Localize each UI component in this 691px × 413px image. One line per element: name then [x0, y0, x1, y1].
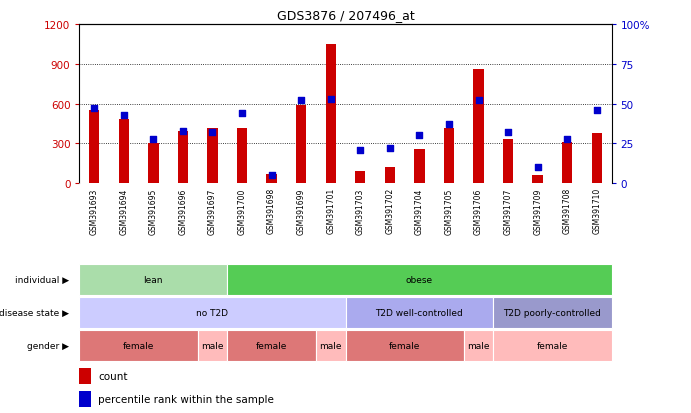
Text: obese: obese [406, 275, 433, 284]
Bar [79, 368, 91, 384]
Bar [237, 129, 247, 184]
Bar [296, 106, 306, 184]
Bar [493, 330, 612, 361]
Point [354, 147, 366, 154]
Text: male: male [319, 342, 342, 350]
Text: female: female [389, 342, 420, 350]
Point [266, 173, 277, 179]
Text: lean: lean [144, 275, 163, 284]
Text: GSM391695: GSM391695 [149, 188, 158, 234]
Text: T2D poorly-controlled: T2D poorly-controlled [504, 309, 601, 317]
Point [414, 133, 425, 139]
Text: individual ▶: individual ▶ [15, 275, 69, 284]
Text: count: count [98, 371, 128, 381]
Text: disease state ▶: disease state ▶ [0, 309, 69, 317]
Point [296, 98, 307, 104]
Text: GSM391702: GSM391702 [386, 188, 395, 234]
Bar [325, 45, 336, 184]
Text: GSM391697: GSM391697 [208, 188, 217, 234]
Text: GSM391709: GSM391709 [533, 188, 542, 234]
Text: GSM391706: GSM391706 [474, 188, 483, 234]
Bar [79, 264, 227, 295]
Bar [414, 150, 424, 184]
Bar [316, 330, 346, 361]
Point [444, 122, 455, 128]
Text: GSM391703: GSM391703 [356, 188, 365, 234]
Text: GSM391701: GSM391701 [326, 188, 335, 234]
Bar [473, 70, 484, 184]
Bar [533, 175, 543, 184]
Text: GSM391696: GSM391696 [178, 188, 187, 234]
Text: GSM391707: GSM391707 [504, 188, 513, 234]
Point [591, 107, 603, 114]
Bar [591, 133, 602, 184]
Bar [178, 132, 188, 184]
Text: GSM391694: GSM391694 [120, 188, 129, 234]
Point [473, 98, 484, 104]
Text: GSM391699: GSM391699 [296, 188, 305, 234]
Bar [346, 297, 493, 328]
Bar [207, 129, 218, 184]
Bar [89, 111, 100, 184]
Point [502, 130, 513, 136]
Bar [119, 120, 129, 184]
Point [88, 106, 100, 112]
Bar [493, 297, 612, 328]
Bar [444, 129, 454, 184]
Text: GSM391705: GSM391705 [444, 188, 453, 234]
Bar [227, 330, 316, 361]
Bar [227, 264, 612, 295]
Point [562, 136, 573, 142]
Bar [346, 330, 464, 361]
Text: GSM391698: GSM391698 [267, 188, 276, 234]
Point [236, 111, 247, 117]
Text: female: female [256, 342, 287, 350]
Point [384, 145, 395, 152]
Bar [79, 330, 198, 361]
Text: male: male [467, 342, 490, 350]
Point [178, 128, 189, 135]
Bar [562, 143, 572, 184]
Bar [198, 330, 227, 361]
Point [118, 112, 129, 119]
Text: male: male [201, 342, 224, 350]
Text: GSM391700: GSM391700 [238, 188, 247, 234]
Bar [385, 168, 395, 184]
Point [207, 130, 218, 136]
Text: female: female [537, 342, 568, 350]
Bar [355, 172, 366, 184]
Text: GSM391693: GSM391693 [90, 188, 99, 234]
Bar [148, 144, 158, 184]
Bar [503, 140, 513, 184]
Text: female: female [123, 342, 154, 350]
Text: GSM391704: GSM391704 [415, 188, 424, 234]
Point [532, 164, 543, 171]
Title: GDS3876 / 207496_at: GDS3876 / 207496_at [276, 9, 415, 22]
Text: no T2D: no T2D [196, 309, 229, 317]
Point [148, 136, 159, 142]
Bar [79, 391, 91, 406]
Text: GSM391710: GSM391710 [592, 188, 601, 234]
Text: gender ▶: gender ▶ [27, 342, 69, 350]
Bar [464, 330, 493, 361]
Point [325, 96, 337, 103]
Text: T2D well-controlled: T2D well-controlled [375, 309, 463, 317]
Text: percentile rank within the sample: percentile rank within the sample [98, 394, 274, 404]
Bar [79, 297, 346, 328]
Text: GSM391708: GSM391708 [562, 188, 571, 234]
Bar [267, 175, 277, 184]
